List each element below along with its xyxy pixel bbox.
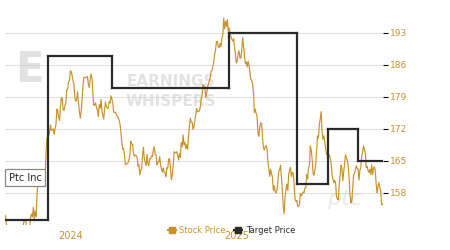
Text: ptc: ptc — [327, 189, 362, 209]
Text: Ptc Inc: Ptc Inc — [9, 173, 42, 183]
Text: EARNINGS
WHISPERS: EARNINGS WHISPERS — [126, 74, 216, 109]
Text: E: E — [15, 49, 43, 91]
Legend: Stock Price, Target Price: Stock Price, Target Price — [164, 222, 298, 238]
